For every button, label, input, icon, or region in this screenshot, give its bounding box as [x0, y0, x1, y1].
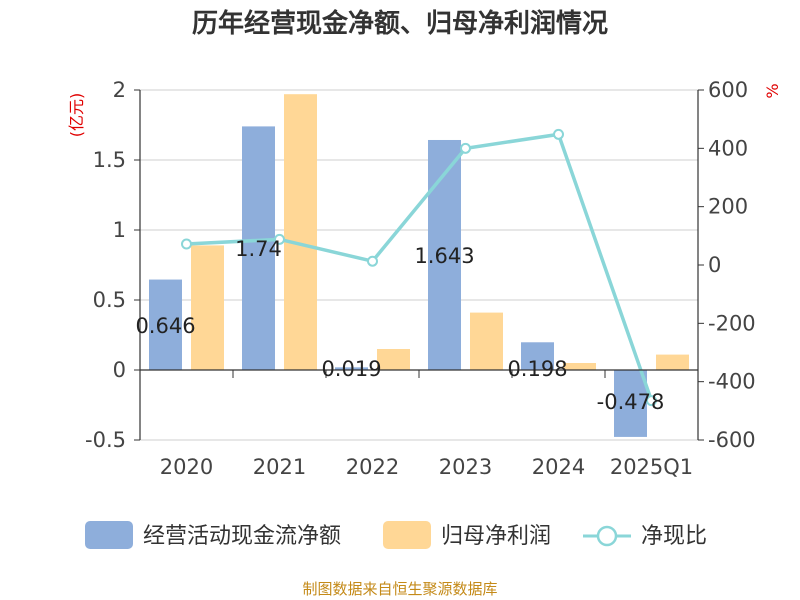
- left-tick-label: 1: [113, 218, 126, 242]
- left-tick-label: 0.5: [93, 288, 126, 312]
- ratio-point: [367, 255, 378, 267]
- chart-title: 历年经营现金净额、归母净利润情况: [192, 8, 608, 39]
- category-label: 2022: [346, 455, 399, 479]
- bar-cashflow: [335, 367, 368, 370]
- legend-label-cashflow: 经营活动现金流净额: [143, 524, 341, 549]
- legend-swatch-net-profit: [383, 521, 431, 549]
- legend: 经营活动现金流净额 归母净利润 净现比: [85, 521, 707, 549]
- legend-label-net-profit: 归母净利润: [441, 524, 551, 549]
- category-label: 2024: [532, 455, 585, 479]
- data-label-cashflow: 0.646: [135, 314, 195, 338]
- bar-cashflow: [428, 139, 461, 370]
- bar-net-profit: [470, 312, 503, 370]
- left-tick-label: -0.5: [85, 428, 126, 452]
- right-tick-label: 0: [708, 253, 721, 277]
- bar-net-profit: [191, 245, 224, 370]
- bar-net-profit: [656, 354, 689, 370]
- left-tick-label: 2: [113, 78, 126, 102]
- axes: -0.5 0 0.5 1 1.5 2 -600 -400 -200 0 200 400 600 2020 2…: [85, 78, 756, 479]
- right-tick-label: 400: [708, 136, 748, 160]
- left-tick-label: 1.5: [93, 148, 126, 172]
- ratio-point: [274, 233, 285, 245]
- ratio-line: [181, 128, 657, 407]
- bar-net-profit: [284, 94, 317, 370]
- data-labels: 0.646 1.74 0.019 1.643 0.198 -0.478: [135, 237, 664, 414]
- ratio-point: [181, 238, 192, 250]
- left-axis-unit: (亿元): [67, 93, 86, 138]
- right-tick-label: -400: [708, 370, 756, 394]
- source-note: 制图数据来自恒生聚源数据库: [302, 580, 497, 598]
- bar-net-profit: [563, 363, 596, 370]
- ratio-line-path: [186, 132, 654, 402]
- bar-cashflow: [614, 370, 647, 437]
- category-label: 2021: [253, 455, 306, 479]
- category-label: 2020: [160, 455, 213, 479]
- legend-marker-ratio: [596, 525, 618, 547]
- data-label-cashflow: -0.478: [597, 390, 665, 414]
- right-tick-label: 600: [708, 78, 748, 102]
- bar-cashflow: [521, 342, 554, 370]
- right-tick-label: 200: [708, 195, 748, 219]
- data-label-cashflow: 1.74: [235, 237, 282, 261]
- bars: [149, 94, 689, 437]
- ratio-point: [553, 128, 564, 140]
- data-label-cashflow: 0.198: [507, 357, 567, 381]
- bar-net-profit: [377, 349, 410, 370]
- bar-cashflow: [149, 279, 182, 370]
- legend-swatch-cashflow: [85, 521, 133, 549]
- right-tick-label: -600: [708, 428, 756, 452]
- data-label-cashflow: 0.019: [321, 357, 381, 381]
- ratio-point: [460, 142, 471, 154]
- category-label: 2023: [439, 455, 492, 479]
- right-tick-label: -200: [708, 311, 756, 335]
- right-axis-unit: %: [763, 83, 782, 98]
- ratio-point: [646, 395, 657, 407]
- left-tick-label: 0: [113, 358, 126, 382]
- category-label: 2025Q1: [610, 455, 693, 479]
- data-label-cashflow: 1.643: [414, 244, 474, 268]
- bar-cashflow: [242, 126, 275, 371]
- legend-label-ratio: 净现比: [641, 524, 707, 549]
